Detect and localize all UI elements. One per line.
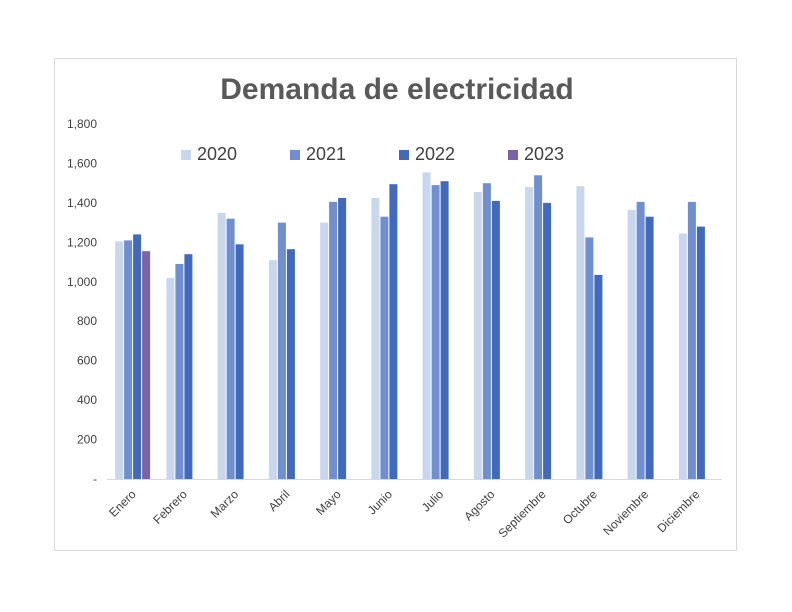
- y-tick-label: 1,800: [67, 117, 97, 131]
- x-tick-label: Mayo: [313, 487, 344, 518]
- legend: 2020 2021 2022 2023: [181, 144, 564, 164]
- bar-2022-mayo: [338, 198, 347, 479]
- bar-2021-marzo: [226, 218, 235, 479]
- x-tick-label: Marzo: [208, 487, 242, 521]
- x-tick-label: Julio: [419, 487, 447, 515]
- y-tick-label: 1,600: [67, 156, 97, 170]
- bar-2021-noviembre: [636, 201, 645, 479]
- y-tick-label: 200: [77, 433, 97, 447]
- legend-label: 2023: [524, 144, 564, 164]
- y-tick-label: 600: [77, 354, 97, 368]
- x-tick-label: Diciembre: [654, 487, 702, 535]
- bar-2022-julio: [440, 181, 449, 479]
- bar-2022-noviembre: [645, 216, 654, 479]
- bar-2020-septiembre: [525, 187, 534, 479]
- x-tick-label: Octubre: [560, 487, 600, 527]
- bar-2021-octubre: [585, 237, 594, 479]
- y-axis: - 200 400 600 800 1,000 1,200 1,400 1,600 1,800: [67, 117, 97, 486]
- x-tick-label: Septiembre: [495, 487, 549, 541]
- legend-label: 2020: [197, 144, 237, 164]
- bar-2021-septiembre: [534, 175, 543, 480]
- legend-swatch-2022: [399, 150, 409, 160]
- bar-2020-enero: [115, 241, 124, 479]
- y-tick-label: 800: [77, 314, 97, 328]
- legend-label: 2022: [415, 144, 455, 164]
- y-tick-label: 1,200: [67, 235, 97, 249]
- bar-2022-marzo: [235, 244, 244, 479]
- bar-2021-julio: [431, 185, 440, 479]
- bar-2021-diciembre: [687, 201, 696, 479]
- x-tick-label: Abril: [266, 487, 293, 514]
- chart-title: Demanda de electricidad: [220, 73, 573, 106]
- x-tick-label: Agosto: [461, 487, 498, 524]
- bar-2022-septiembre: [543, 202, 552, 479]
- bar-2020-mayo: [320, 222, 329, 479]
- bar-2020-abril: [268, 260, 277, 479]
- x-tick-label: Junio: [365, 487, 395, 517]
- bar-2020-octubre: [576, 186, 585, 479]
- bar-2021-abril: [277, 222, 286, 479]
- bar-2022-junio: [389, 184, 398, 479]
- chart-container: Demanda de electricidad 2020 2021 2022 2023…: [54, 58, 737, 551]
- x-tick-label: Febrero: [150, 487, 190, 527]
- x-tick-label: Noviembre: [600, 487, 651, 538]
- bar-2020-febrero: [166, 277, 175, 479]
- bars: [115, 172, 705, 480]
- y-tick-label: 1,400: [67, 196, 97, 210]
- bar-2021-enero: [124, 240, 133, 479]
- y-tick-label: 1,000: [67, 275, 97, 289]
- legend-label: 2021: [306, 144, 346, 164]
- bar-2022-diciembre: [696, 226, 705, 479]
- bar-2020-agosto: [473, 192, 482, 479]
- legend-swatch-2020: [181, 150, 191, 160]
- bar-2020-junio: [371, 198, 380, 479]
- x-tick-label: Enero: [106, 487, 139, 520]
- y-tick-label: -: [93, 472, 97, 486]
- bar-2021-agosto: [482, 183, 491, 479]
- bar-2022-enero: [133, 234, 142, 479]
- bar-2021-junio: [380, 216, 389, 479]
- x-axis: Enero Febrero Marzo Abril Mayo Junio Julio Agos…: [106, 487, 703, 541]
- bar-2022-agosto: [491, 200, 500, 479]
- bar-2020-noviembre: [627, 209, 636, 480]
- bar-chart: Demanda de electricidad 2020 2021 2022 2023…: [67, 73, 722, 541]
- bar-2020-julio: [422, 172, 431, 480]
- bar-2022-octubre: [594, 274, 603, 479]
- bar-2021-febrero: [175, 264, 184, 479]
- bar-2021-mayo: [329, 201, 338, 479]
- y-tick-label: 400: [77, 393, 97, 407]
- legend-swatch-2023: [508, 150, 518, 160]
- bar-2022-abril: [286, 249, 295, 479]
- legend-swatch-2021: [290, 150, 300, 160]
- bar-2020-diciembre: [678, 233, 687, 479]
- bar-2023-enero: [142, 251, 151, 479]
- bar-2022-febrero: [184, 254, 193, 479]
- bar-2020-marzo: [217, 212, 226, 480]
